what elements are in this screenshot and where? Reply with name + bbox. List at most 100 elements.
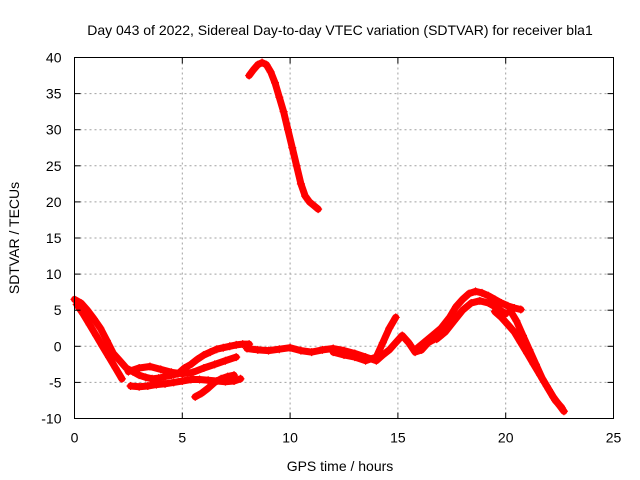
chart-title: Day 043 of 2022, Sidereal Day-to-day VTE… (87, 22, 593, 38)
data-point (555, 401, 564, 410)
data-point (85, 320, 94, 329)
data-point (258, 58, 267, 67)
satellite-track-h (411, 287, 525, 354)
data-point (178, 369, 187, 378)
data-point (458, 306, 467, 315)
data-point (212, 345, 221, 354)
data-point (516, 305, 525, 314)
data-point (314, 205, 323, 214)
data-point (178, 376, 187, 385)
data-point (92, 331, 101, 340)
data-points (70, 58, 568, 416)
data-point (542, 382, 551, 391)
satellite-track-b (72, 300, 126, 383)
data-point (102, 336, 111, 345)
series-band (411, 287, 525, 354)
data-point (199, 350, 208, 359)
satellite-track-c (126, 374, 245, 391)
data-point (191, 392, 200, 401)
data-point (195, 375, 204, 384)
data-point (72, 300, 81, 309)
data-point (219, 343, 228, 352)
data-point (275, 345, 284, 354)
y-tick-label: 35 (46, 86, 62, 102)
data-point (477, 288, 486, 297)
satellite-track-i (432, 296, 510, 344)
data-point (441, 327, 450, 336)
data-point (411, 345, 420, 354)
y-tick-label: 5 (54, 302, 62, 318)
data-point (296, 179, 305, 188)
data-point (452, 302, 461, 311)
data-point (471, 287, 480, 296)
y-tick-label: 20 (46, 194, 62, 210)
data-point (253, 345, 262, 354)
data-point (445, 313, 454, 322)
data-point (262, 60, 271, 69)
data-point (404, 338, 413, 347)
data-point (124, 367, 133, 376)
data-point (167, 368, 176, 377)
data-point (467, 298, 476, 307)
data-point (148, 374, 157, 383)
data-point (549, 392, 558, 401)
data-point (145, 362, 154, 371)
data-point (206, 348, 215, 357)
data-point (506, 306, 515, 315)
data-point (117, 374, 126, 383)
data-point (419, 338, 428, 347)
data-point (391, 313, 400, 322)
data-point (307, 348, 316, 357)
data-point (221, 356, 230, 365)
data-point (79, 309, 88, 318)
data-point (503, 320, 512, 329)
y-tick-label: 25 (46, 158, 62, 174)
data-point (245, 71, 254, 80)
data-point (484, 291, 493, 300)
x-tick-label: 15 (390, 430, 406, 446)
data-point (126, 382, 135, 391)
data-point (143, 382, 152, 391)
satellite-track-g (329, 313, 400, 365)
data-point (516, 338, 525, 347)
data-point (512, 317, 521, 326)
data-point (197, 389, 206, 398)
data-point (490, 295, 499, 304)
data-point (329, 348, 338, 357)
data-point (378, 338, 387, 347)
data-point (98, 342, 107, 351)
data-point (104, 353, 113, 362)
data-point (236, 374, 245, 383)
data-point (156, 365, 165, 374)
data-point (292, 161, 301, 170)
x-tick-label: 20 (498, 430, 514, 446)
data-point (283, 125, 292, 134)
data-point (428, 331, 437, 340)
data-point (152, 380, 161, 389)
data-point (225, 342, 234, 351)
data-point (523, 349, 532, 358)
data-point (232, 353, 241, 362)
data-point (210, 378, 219, 387)
data-point (232, 340, 241, 349)
data-point (475, 296, 484, 305)
data-point (529, 360, 538, 369)
data-point (111, 363, 120, 372)
data-point (135, 371, 144, 380)
data-point (497, 313, 506, 322)
y-tick-label: 40 (46, 50, 62, 66)
data-point (490, 307, 499, 316)
data-point (96, 324, 105, 333)
data-point (210, 360, 219, 369)
data-point (305, 197, 314, 206)
data-point (264, 346, 273, 355)
data-point (318, 345, 327, 354)
data-point (301, 192, 310, 201)
data-point (559, 407, 568, 416)
satellite-track-k (490, 307, 568, 416)
data-point (249, 65, 258, 74)
data-point (484, 298, 493, 307)
data-point (217, 374, 226, 383)
data-point (340, 350, 348, 359)
data-point (186, 360, 195, 369)
